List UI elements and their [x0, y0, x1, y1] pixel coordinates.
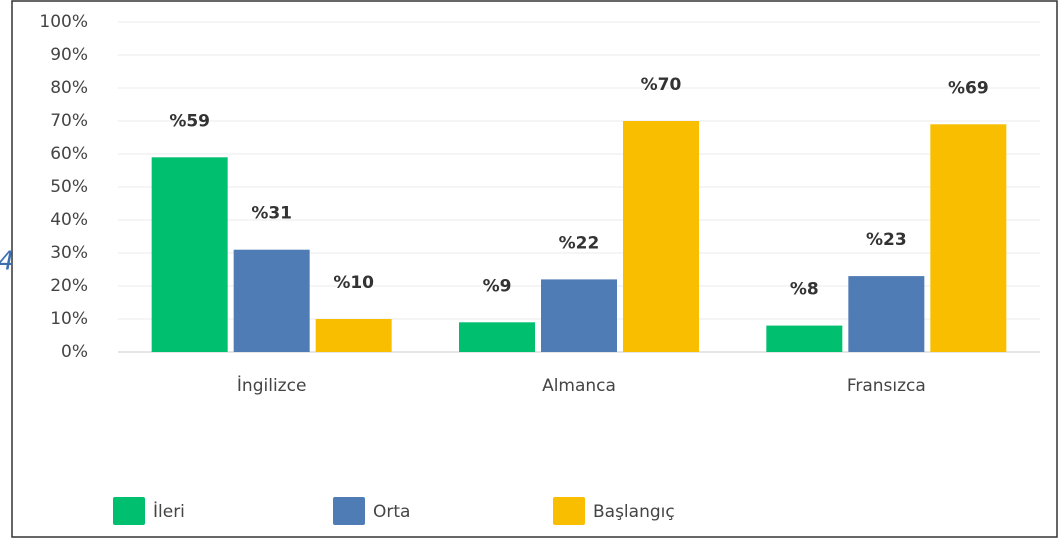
y-tick-label: 90% — [50, 45, 88, 65]
bar — [233, 249, 310, 352]
legend-label: İleri — [153, 501, 185, 522]
bar — [151, 157, 228, 352]
legend-swatch — [553, 497, 585, 525]
y-tick-label: 20% — [50, 276, 88, 296]
bar — [315, 319, 392, 352]
value-label: %31 — [251, 204, 292, 224]
legend-swatch — [113, 497, 145, 525]
y-tick-label: 100% — [39, 12, 88, 32]
y-tick-label: 30% — [50, 243, 88, 263]
legend-label: Başlangıç — [593, 502, 675, 522]
y-tick-label: 60% — [50, 144, 88, 164]
y-tick-label: 70% — [50, 111, 88, 131]
x-tick-label: İngilizce — [237, 375, 306, 396]
y-tick-label: 80% — [50, 78, 88, 98]
value-label: %59 — [169, 111, 210, 131]
value-label: %23 — [866, 230, 907, 250]
value-label: %22 — [559, 233, 600, 253]
legend-label: Orta — [373, 502, 410, 522]
y-tick-label: 40% — [50, 210, 88, 230]
y-tick-label: 10% — [50, 309, 88, 329]
x-tick-label: Fransızca — [847, 376, 926, 396]
bar — [848, 276, 925, 352]
value-label: %8 — [790, 280, 819, 300]
bar — [623, 121, 699, 352]
x-tick-label: Almanca — [542, 376, 616, 396]
bar — [930, 124, 1007, 352]
value-label: %10 — [333, 273, 374, 293]
legend-swatch — [333, 497, 365, 525]
y-tick-label: 50% — [50, 177, 88, 197]
bar — [541, 279, 617, 352]
annotation: 4 — [0, 247, 14, 277]
bar — [459, 322, 535, 352]
value-label: %9 — [483, 276, 512, 296]
value-label: %70 — [641, 75, 682, 95]
y-tick-label: 0% — [61, 342, 88, 362]
value-label: %69 — [948, 78, 989, 98]
bar — [766, 325, 843, 352]
